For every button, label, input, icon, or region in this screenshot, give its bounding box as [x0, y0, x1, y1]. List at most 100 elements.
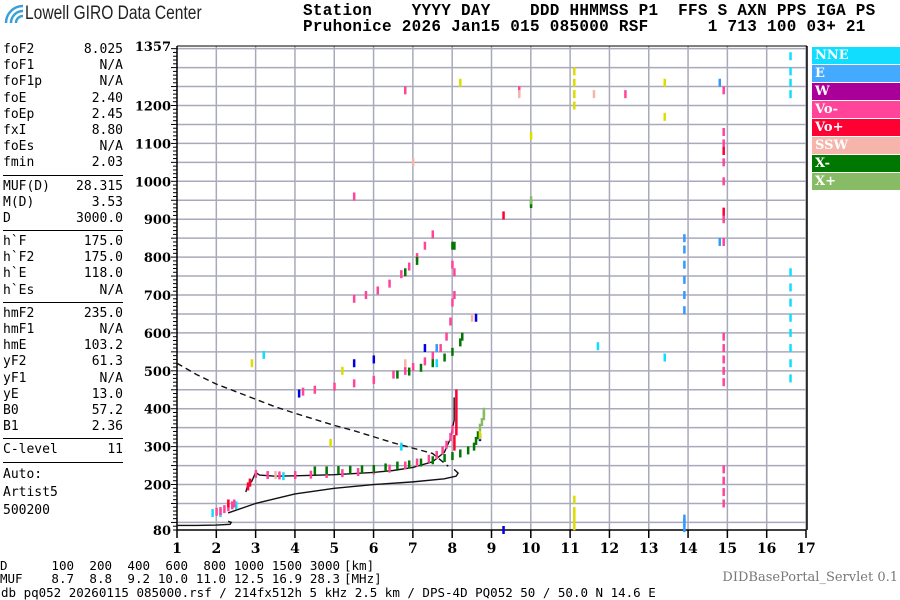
legend-item-e: E — [812, 65, 900, 82]
scaled-parameters-panel: foF2 8.025 foF1 N/A foF1p N/A foE 2.40 foEp 2.45 f… — [3, 42, 123, 520]
echo-point-vo — [453, 442, 456, 451]
x-tick-label: 7 — [408, 541, 418, 557]
param-label: hmF2 — [3, 305, 35, 321]
param-value: 118.0 — [83, 266, 123, 282]
footer-value: 3000 — [309, 558, 340, 573]
param-row: hmE 103.2 — [3, 338, 123, 354]
y-tick-label: 1357 — [135, 40, 171, 55]
echo-point-nne — [789, 52, 792, 61]
y-tick-label: 200 — [144, 479, 171, 494]
echo-point-vo — [722, 128, 725, 137]
param-row: B0 57.2 — [3, 403, 123, 419]
echo-point-x — [407, 367, 411, 376]
param-row: hmF1 N/A — [3, 322, 123, 338]
param-row: h`Es N/A — [3, 283, 123, 299]
param-row: fmin 2.03 — [3, 155, 123, 171]
param-value: 8.025 — [83, 42, 123, 57]
echo-point-vo — [246, 482, 250, 491]
param-row: hmF2 235.0 — [3, 306, 123, 322]
logo: Lowell GIRO Data Center — [3, 3, 240, 25]
echo-point-nne — [789, 298, 792, 307]
echo-point-unclassified — [478, 431, 482, 440]
legend-item-vo: Vo- — [812, 101, 900, 118]
x-tick-label: 16 — [757, 541, 776, 557]
echo-point-vo — [427, 454, 431, 463]
param-row: yF2 61.3 — [3, 354, 123, 370]
param-value: 103.2 — [83, 338, 123, 354]
echo-point-w — [423, 344, 427, 353]
echo-point-e — [683, 275, 686, 284]
echo-point-unclassified — [573, 514, 576, 523]
echo-point-vo — [624, 90, 627, 99]
echo-point-vo — [722, 344, 725, 353]
param-row: h`F 175.0 — [3, 234, 123, 250]
param-value: 11 — [107, 442, 123, 458]
echo-point-unclassified — [573, 101, 576, 110]
param-value: 3.53 — [91, 194, 123, 210]
param-row: h`F2 175.0 — [3, 250, 123, 266]
y-tick-label: 600 — [144, 327, 171, 342]
echo-point-vo — [722, 237, 725, 246]
divider — [3, 438, 123, 440]
echo-point-nne — [789, 268, 792, 277]
signal-arcs-icon — [4, 4, 24, 24]
echo-point-unclassified — [663, 78, 666, 87]
echo-point-unclassified — [529, 131, 533, 140]
echo-point-vo — [453, 435, 456, 444]
echo-point-vo — [356, 468, 360, 477]
echo-point-x — [482, 412, 486, 421]
param-label: D — [3, 210, 11, 226]
echo-point-nne — [400, 442, 403, 451]
model-profile-dashed-line — [176, 362, 449, 467]
echo-point-x — [529, 196, 533, 205]
echo-point-vo — [372, 375, 376, 384]
footer-value: 1000 — [233, 558, 264, 573]
echo-point-e — [718, 237, 722, 246]
echo-point-nne — [789, 78, 792, 87]
echo-point-vo — [364, 291, 368, 300]
echo-point-x — [451, 452, 454, 461]
echo-point-e — [683, 514, 686, 523]
param-value: N/A — [99, 370, 123, 386]
model-profile-solid-line — [177, 520, 233, 527]
echo-point-x — [372, 464, 376, 473]
footer-value: 10.0 — [157, 571, 188, 586]
y-tick-label: 1100 — [135, 137, 171, 152]
echo-point-nne — [262, 350, 265, 359]
echo-point-vo — [423, 357, 427, 366]
x-tick-label: 14 — [678, 541, 698, 557]
param-value: 28.315 — [76, 178, 123, 194]
echo-point-vo — [352, 294, 356, 303]
echo-point-x — [325, 466, 328, 475]
echo-point-x — [474, 436, 478, 445]
echo-point-nne — [789, 344, 792, 353]
legend-item-x: X- — [812, 155, 900, 172]
echo-point-nne — [789, 359, 792, 368]
echo-point-vo — [404, 86, 407, 95]
echo-point-vo — [231, 501, 234, 510]
echo-point-vo — [435, 450, 438, 459]
echo-point-x — [313, 466, 317, 475]
param-label: foF2 — [3, 42, 35, 57]
echo-point-vo — [333, 382, 336, 391]
param-value: 61.3 — [91, 354, 123, 370]
echo-point-unclassified — [329, 438, 332, 447]
param-label: foE — [3, 90, 27, 106]
footer-value: 8.7 — [51, 571, 74, 586]
param-row: M(D) 3.53 — [3, 195, 123, 211]
footer-value: 11.0 — [195, 571, 226, 586]
echo-point-vo — [388, 279, 391, 288]
echo-point-x — [451, 347, 454, 356]
param-value: 8.80 — [91, 122, 123, 138]
echo-point-unclassified — [663, 112, 666, 121]
param-label: M(D) — [3, 194, 35, 210]
echo-point-x — [407, 460, 411, 469]
footer-value: 9.2 — [127, 571, 150, 586]
echo-point-vo — [722, 158, 725, 167]
param-value: N/A — [99, 282, 123, 298]
echo-point-e — [683, 234, 686, 243]
param-value: 57.2 — [91, 402, 123, 418]
footer-value: 16.9 — [271, 571, 302, 586]
footer-value: 600 — [165, 558, 188, 573]
